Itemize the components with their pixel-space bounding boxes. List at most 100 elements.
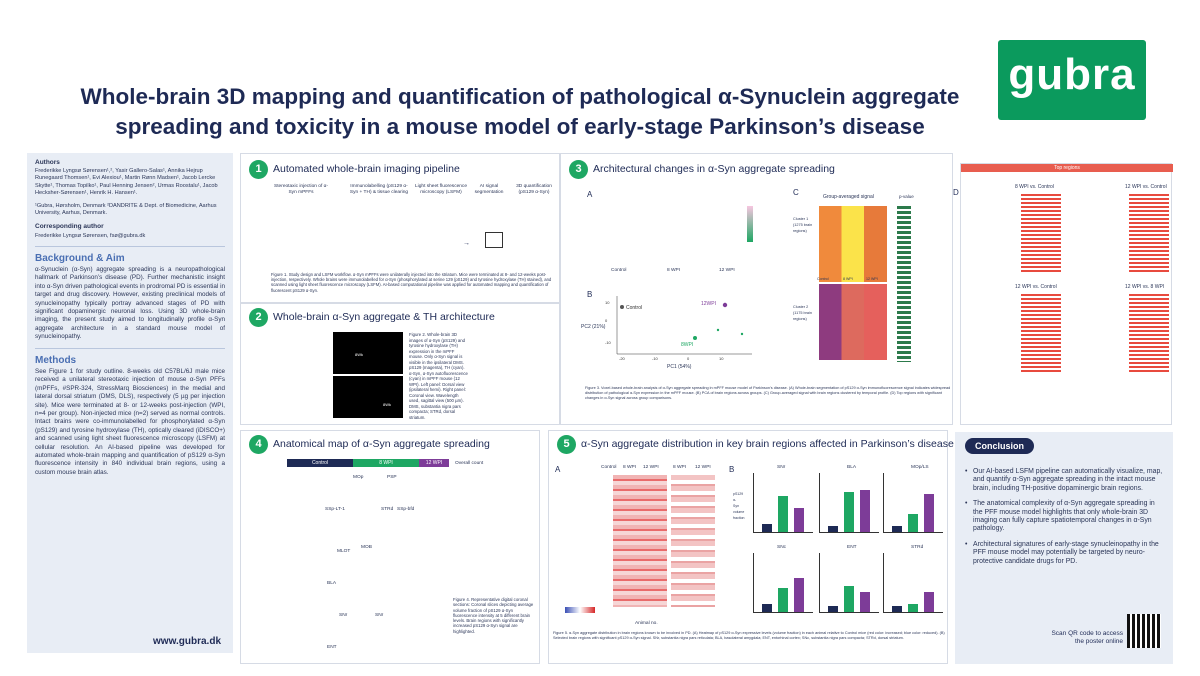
gubra-logo: gubra — [998, 40, 1146, 120]
panel-5-number: 5 — [557, 435, 576, 454]
pca-plot: -20 -10 0 10 10 0 -10 Control 12WPI 8WPI — [605, 296, 752, 361]
panel-3-caption: Figure 3. Voxel-based whole-brain analys… — [585, 386, 951, 400]
brain-image-coronal: 8Wk — [333, 376, 403, 418]
bar-ctrl — [892, 606, 902, 612]
sidebar-divider-2 — [35, 347, 225, 349]
conclusion-item: Architectural signatures of early-stage … — [965, 541, 1163, 566]
bar-ctrl — [828, 526, 838, 532]
bar-12wpi — [794, 578, 804, 612]
legend-title: Overall count — [455, 461, 484, 466]
heat-col-control: Control — [601, 465, 617, 470]
pca-point-control — [620, 305, 624, 309]
pipeline-step-1: Stereotaxic injection of α-Syn mPFFs — [274, 184, 328, 195]
top-regions-bars-4 — [1129, 294, 1169, 374]
region-label-mlot: MLOT — [337, 549, 351, 554]
top-regions-header: Top regions — [961, 164, 1173, 172]
bar-8wpi — [778, 588, 788, 612]
region-label-psp: PSP — [387, 475, 397, 480]
conclusion-heading: Conclusion — [965, 438, 1034, 454]
top-regions-head-1: 8 WPI vs. Control — [1015, 184, 1054, 190]
region-label-strd: STRd — [381, 507, 394, 512]
bar-8wpi — [844, 586, 854, 612]
bar-12wpi — [794, 508, 804, 532]
bar-ctrl — [828, 606, 838, 612]
bar-8wpi — [778, 496, 788, 532]
sidebar-divider — [35, 245, 225, 247]
panel-1-title: Automated whole-brain imaging pipeline — [273, 163, 460, 175]
pca-tick-x-4: 10 — [719, 356, 724, 361]
corresponding-author: Frederikke Lyngsø Sørensen, fsø@gubra.dk — [35, 232, 146, 239]
qr-code[interactable] — [1127, 614, 1161, 648]
website-link[interactable]: www.gubra.dk — [153, 635, 221, 647]
bar-title-mop: MOp/LS — [911, 465, 929, 470]
top-regions-bars-1 — [1021, 194, 1061, 274]
region-label-ssp-bfd: SSp-bfd — [397, 507, 415, 512]
pca-label-control: Control — [626, 305, 642, 311]
authors-text: Frederikke Lyngsø Sørensen¹,², Yasir Gal… — [35, 168, 218, 196]
panel-1: 1 Automated whole-brain imaging pipeline… — [240, 153, 560, 303]
pca-tick-y-1: 10 — [605, 300, 610, 305]
panel-3-label-d: D — [953, 188, 959, 197]
bar-title-snr: SNr — [777, 465, 786, 470]
top-regions-bars-2 — [1129, 194, 1169, 274]
panel-3-label-a: A — [587, 190, 593, 199]
pca-group-control: Control — [611, 268, 627, 273]
panel-3-label-c: C — [793, 188, 799, 197]
top-regions-head-3: 12 WPI vs. Control — [1015, 284, 1057, 290]
region-heatmap-a — [613, 475, 667, 607]
methods-text: See Figure 1 for study outline. 8-weeks … — [35, 367, 225, 476]
heat-col-8wpi-b: 8 WPI — [673, 465, 687, 470]
region-heatmap-b — [671, 475, 715, 607]
cluster-1-label: Cluster 1 (1275 brain regions) — [793, 217, 813, 233]
region-label-mop: MOp — [353, 475, 364, 480]
pca-ylabel: PC2 (21%) — [581, 324, 606, 330]
col-header-8wpi: 8 WPI — [353, 459, 419, 467]
col-header-control: Control — [287, 459, 353, 467]
panel-5-label-a: A — [555, 465, 561, 474]
heat-col-12wpi-b: 12 WPI — [695, 465, 711, 470]
bar-12wpi — [860, 592, 870, 612]
bar-title-snc: SNc — [777, 545, 787, 550]
authors-heading: Authors — [35, 159, 60, 166]
cluster2-heatmap — [819, 284, 887, 360]
pipeline-box — [485, 232, 503, 248]
pca-group-8wpi: 8 WPI — [667, 268, 681, 273]
bar-title-bla: BLA — [847, 465, 857, 470]
panel-4-number: 4 — [249, 435, 268, 454]
cluster1-heatmap — [819, 206, 887, 282]
bar-8wpi — [908, 514, 918, 532]
heatmap-title: Group-averaged signal — [823, 194, 874, 200]
bar-12wpi — [924, 494, 934, 532]
heat-col-8wpi: 8 WPI — [623, 465, 637, 470]
heat-col-12wpi: 12 WPI — [866, 277, 878, 281]
panel-2-title: Whole-brain α-Syn aggregate & TH archite… — [273, 311, 495, 323]
col-header-12wpi: 12 WPI — [419, 459, 449, 467]
bar-ctrl — [762, 524, 772, 532]
bar-group-snc — [753, 553, 813, 613]
pvalue-bar — [897, 206, 911, 362]
region-label-snr: SNr — [339, 613, 348, 618]
conclusion-item: Our AI-based LSFM pipeline can automatic… — [965, 468, 1163, 493]
bar-group-ent — [819, 553, 879, 613]
title-line-1: Whole-brain 3D mapping and quantificatio… — [80, 84, 960, 109]
region-label-ssp-lt: SSp-LT-1 — [325, 507, 345, 512]
pipeline-step-2: Immunolabelling (pS129 α-Syn + TH) & tis… — [349, 184, 409, 195]
panel-2-caption: Figure 2. Whole-brain 3D images of α-Syn… — [409, 332, 468, 420]
panel-5-caption: Figure 5. α-Syn aggregate distribution i… — [553, 631, 945, 640]
region-label-snr-2: SNr — [375, 613, 384, 618]
bar-12wpi — [924, 592, 934, 612]
pca-label-12wpi: 12WPI — [701, 301, 716, 307]
top-regions-bars-3 — [1021, 294, 1061, 374]
pca-tick-y-2: 0 — [605, 318, 608, 323]
colorbar — [747, 206, 753, 242]
bar-8wpi — [908, 604, 918, 612]
bar-group-mop — [883, 473, 943, 533]
pca-tick-x-2: -10 — [652, 356, 659, 361]
pca-point-12wpi — [722, 302, 728, 308]
background-heading: Background & Aim — [35, 252, 125, 264]
panel-4: 4 Anatomical map of α-Syn aggregate spre… — [240, 430, 540, 664]
title-line-2: spreading and toxicity in a mouse model … — [115, 114, 925, 139]
top-regions-head-2: 12 WPI vs. Control — [1125, 184, 1167, 190]
panel-5-label-b: B — [729, 465, 735, 474]
heatmap-xlabel: Animal no. — [635, 621, 658, 626]
